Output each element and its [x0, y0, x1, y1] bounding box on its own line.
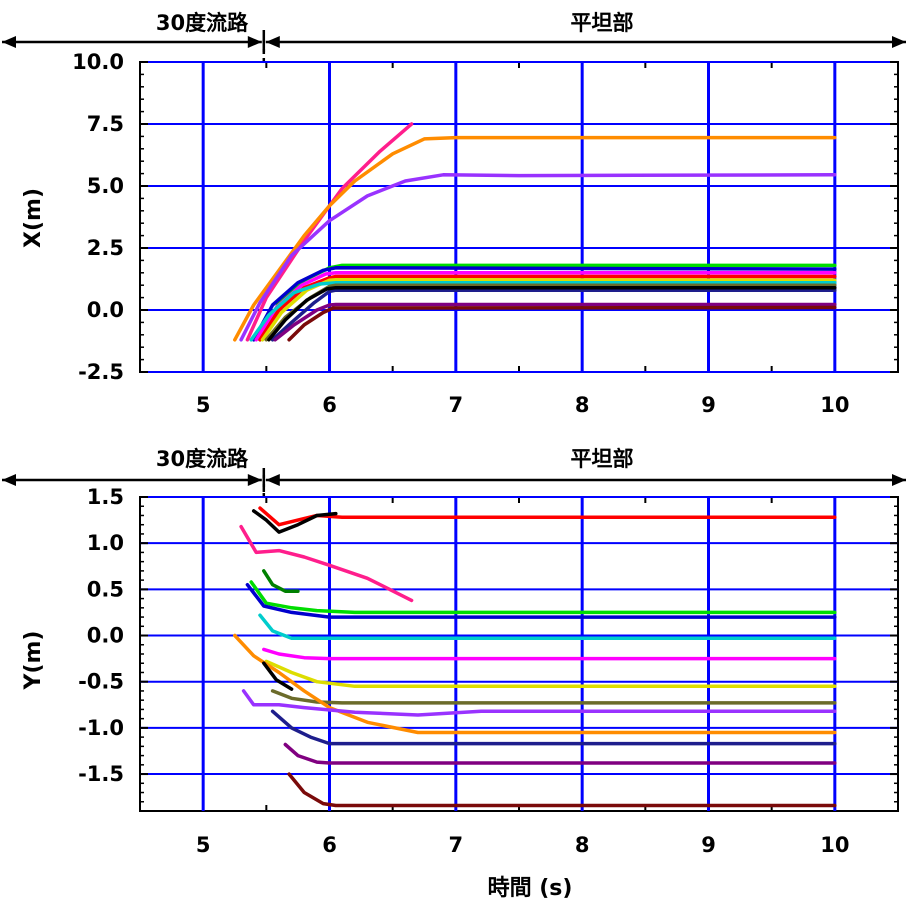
series-line [273, 302, 837, 342]
y-tick-label: 0.0 [87, 298, 124, 322]
series-line [270, 689, 837, 705]
series-line [264, 659, 837, 689]
arrow-head [892, 36, 906, 48]
right-region-label: 平坦部 [571, 447, 634, 471]
x-tick-label: 8 [575, 833, 590, 857]
x-axis-title: 時間 (s) [488, 876, 573, 901]
x-tick-label: 10 [820, 393, 849, 417]
series-line [262, 569, 300, 593]
plot-area [139, 496, 899, 812]
grid [140, 496, 898, 812]
x-tick-label: 6 [322, 393, 337, 417]
y-tick-label: -1.0 [78, 716, 124, 740]
series-line [239, 524, 414, 603]
y-axis-title: X(m) [21, 188, 46, 248]
right-region-label: 平坦部 [571, 11, 634, 35]
series-line [287, 772, 837, 808]
x-tick-label: 6 [322, 833, 337, 857]
x-tick-label: 9 [701, 393, 716, 417]
series-line [270, 288, 837, 342]
y-tick-label: 2.5 [87, 236, 124, 260]
series-line [245, 582, 837, 619]
y-axis-title: Y(m) [21, 631, 46, 691]
series-line [251, 266, 837, 342]
arrow-head [2, 36, 16, 48]
y-tick-label: -1.5 [78, 762, 124, 786]
series-line [287, 305, 837, 342]
y-tick-label: -0.5 [78, 670, 124, 694]
series-line [258, 613, 837, 641]
y-position-chart: 30度流路 平坦部 5 6 7 8 9 10 -1.5 -1.0 -0.5 0.0 0.5 1.0 1.… [2, 447, 906, 901]
arrow-head [247, 474, 262, 486]
series-line [267, 285, 837, 342]
x-position-chart: 30度流路 平坦部 5 6 7 8 9 10 -2.5 0.0 2.5 5.0 7.5 10.0 X(… [2, 11, 906, 417]
tick-labels: 5 6 7 8 9 10 -2.5 0.0 2.5 5.0 7.5 10.0 [72, 50, 849, 417]
series-line [233, 633, 837, 735]
left-region-label: 30度流路 [156, 11, 249, 35]
x-tick-label: 7 [449, 393, 464, 417]
series-line [249, 580, 837, 615]
y-tick-label: -2.5 [78, 360, 124, 384]
x-tick-label: 9 [701, 833, 716, 857]
x-tick-label: 5 [196, 833, 211, 857]
series-line [249, 280, 837, 342]
y-tick-label: 0.5 [87, 577, 124, 601]
series-line [258, 506, 837, 527]
arrow-head [265, 474, 280, 486]
x-tick-label: 7 [449, 833, 464, 857]
tick-labels: 5 6 7 8 9 10 -1.5 -1.0 -0.5 0.0 0.5 1.0 1.5 [78, 485, 849, 857]
y-tick-label: 1.0 [87, 531, 124, 555]
series-line [233, 135, 837, 342]
series-line [262, 647, 837, 661]
grid [140, 61, 898, 373]
series-group [233, 506, 837, 808]
x-tick-label: 5 [196, 393, 211, 417]
series-line [239, 173, 837, 342]
arrow-head [247, 36, 262, 48]
arrow-head [892, 474, 906, 486]
y-tick-label: 10.0 [72, 50, 124, 74]
series-line [258, 274, 837, 342]
y-tick-label: 7.5 [87, 112, 124, 136]
series-line [241, 689, 837, 717]
series-line [283, 742, 837, 765]
y-tick-label: 5.0 [87, 174, 124, 198]
series-line [270, 709, 837, 746]
arrow-head [265, 36, 280, 48]
y-tick-label: 0.0 [87, 624, 124, 648]
series-line [262, 661, 294, 691]
left-region-label: 30度流路 [156, 447, 249, 471]
y-tick-label: 1.5 [87, 485, 124, 509]
x-tick-label: 10 [820, 833, 849, 857]
arrow-head [2, 474, 16, 486]
series-group [233, 122, 837, 342]
x-tick-label: 8 [575, 393, 590, 417]
series-line [251, 509, 338, 534]
